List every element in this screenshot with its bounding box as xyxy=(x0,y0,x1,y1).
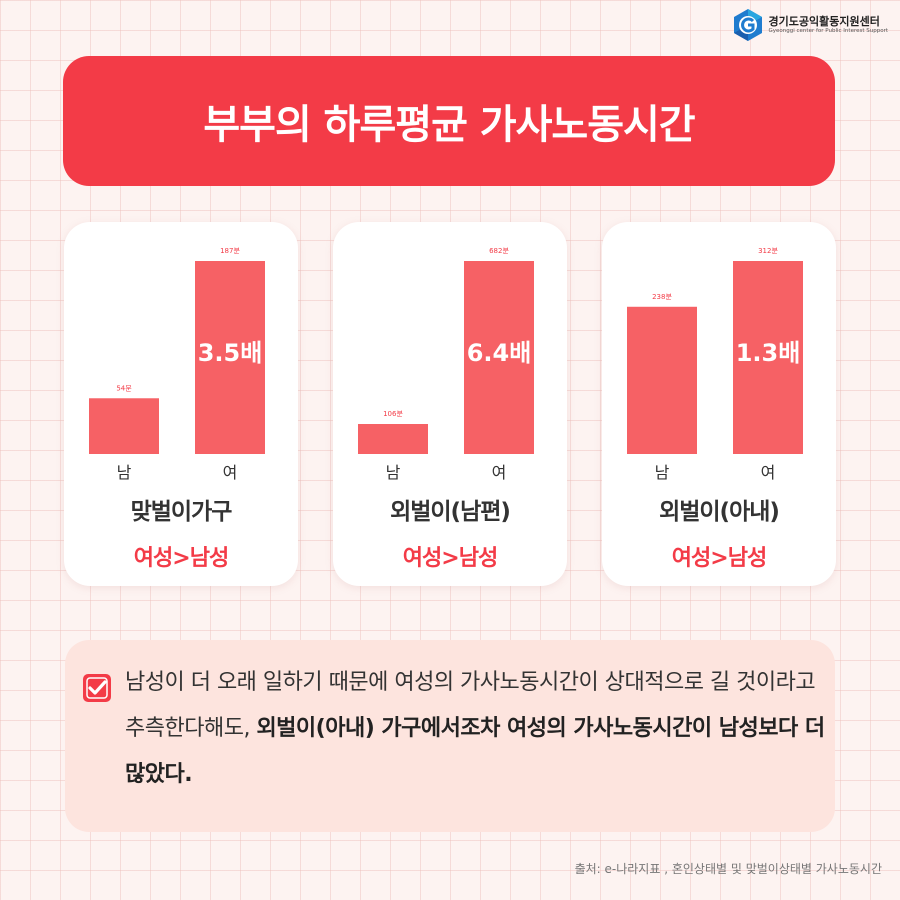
bar-value-label: 106분 xyxy=(383,410,403,418)
bar-value-label: 54분 xyxy=(116,384,132,392)
bar-value-label: 238분 xyxy=(652,293,672,301)
logo-name-kr: 경기도공익활동지원센터 xyxy=(768,14,880,28)
note-text-bold: 외벌이(아내) 가구에서조차 여성의 가사노동시간이 남성보다 더 많았다. xyxy=(125,716,825,787)
category-label: 여 xyxy=(223,463,238,482)
title-banner: 부부의 하루평균 가사노동시간 xyxy=(63,56,835,186)
ratio-label: 6.4배 xyxy=(467,339,532,367)
category-label: 남 xyxy=(386,463,401,482)
card-comparison: 여성>남성 xyxy=(133,546,229,571)
card-label: 맞벌이가구 xyxy=(130,499,233,525)
ratio-label: 1.3배 xyxy=(736,339,801,367)
logo: 경기도공익활동지원센터 Gyeonggi center for Public I… xyxy=(731,8,888,42)
logo-name-en: Gyeonggi center for Public Interest Supp… xyxy=(768,28,888,35)
bar-male xyxy=(627,306,697,454)
page-title: 부부의 하루평균 가사노동시간 xyxy=(203,102,695,148)
category-label: 남 xyxy=(655,463,670,482)
checkbox-checked-icon xyxy=(83,674,111,702)
bar-value-label: 312분 xyxy=(758,247,778,255)
bar-value-label: 682분 xyxy=(489,247,509,255)
card-label: 외벌이(남편) xyxy=(390,499,511,525)
ratio-label: 3.5배 xyxy=(198,339,263,367)
note-text: 남성이 더 오래 일하기 때문에 여성의 가사노동시간이 상대적으로 길 것이라… xyxy=(125,660,825,798)
bar-female xyxy=(464,261,534,454)
conclusion-note: 남성이 더 오래 일하기 때문에 여성의 가사노동시간이 상대적으로 길 것이라… xyxy=(65,640,835,832)
gyeonggi-logo-icon xyxy=(733,9,762,41)
category-label: 여 xyxy=(761,463,776,482)
bar-female xyxy=(195,261,265,454)
bar-female xyxy=(733,261,803,454)
category-label: 여 xyxy=(492,463,507,482)
bar-value-label: 187분 xyxy=(220,247,240,255)
card-label: 외벌이(아내) xyxy=(659,499,780,525)
source-caption: 출처: e-나라지표 , 혼인상태별 및 맞벌이상태별 가사노동시간 xyxy=(574,862,882,876)
category-label: 남 xyxy=(117,463,132,482)
card-comparison: 여성>남성 xyxy=(671,546,767,571)
card-comparison: 여성>남성 xyxy=(402,546,498,571)
note-text-normal: 남성이 더 오래 일하기 때문에 여성의 가사노동시간이 상대적으로 길 것이라… xyxy=(125,670,816,741)
bar-male xyxy=(358,424,428,454)
bar-male xyxy=(89,398,159,454)
